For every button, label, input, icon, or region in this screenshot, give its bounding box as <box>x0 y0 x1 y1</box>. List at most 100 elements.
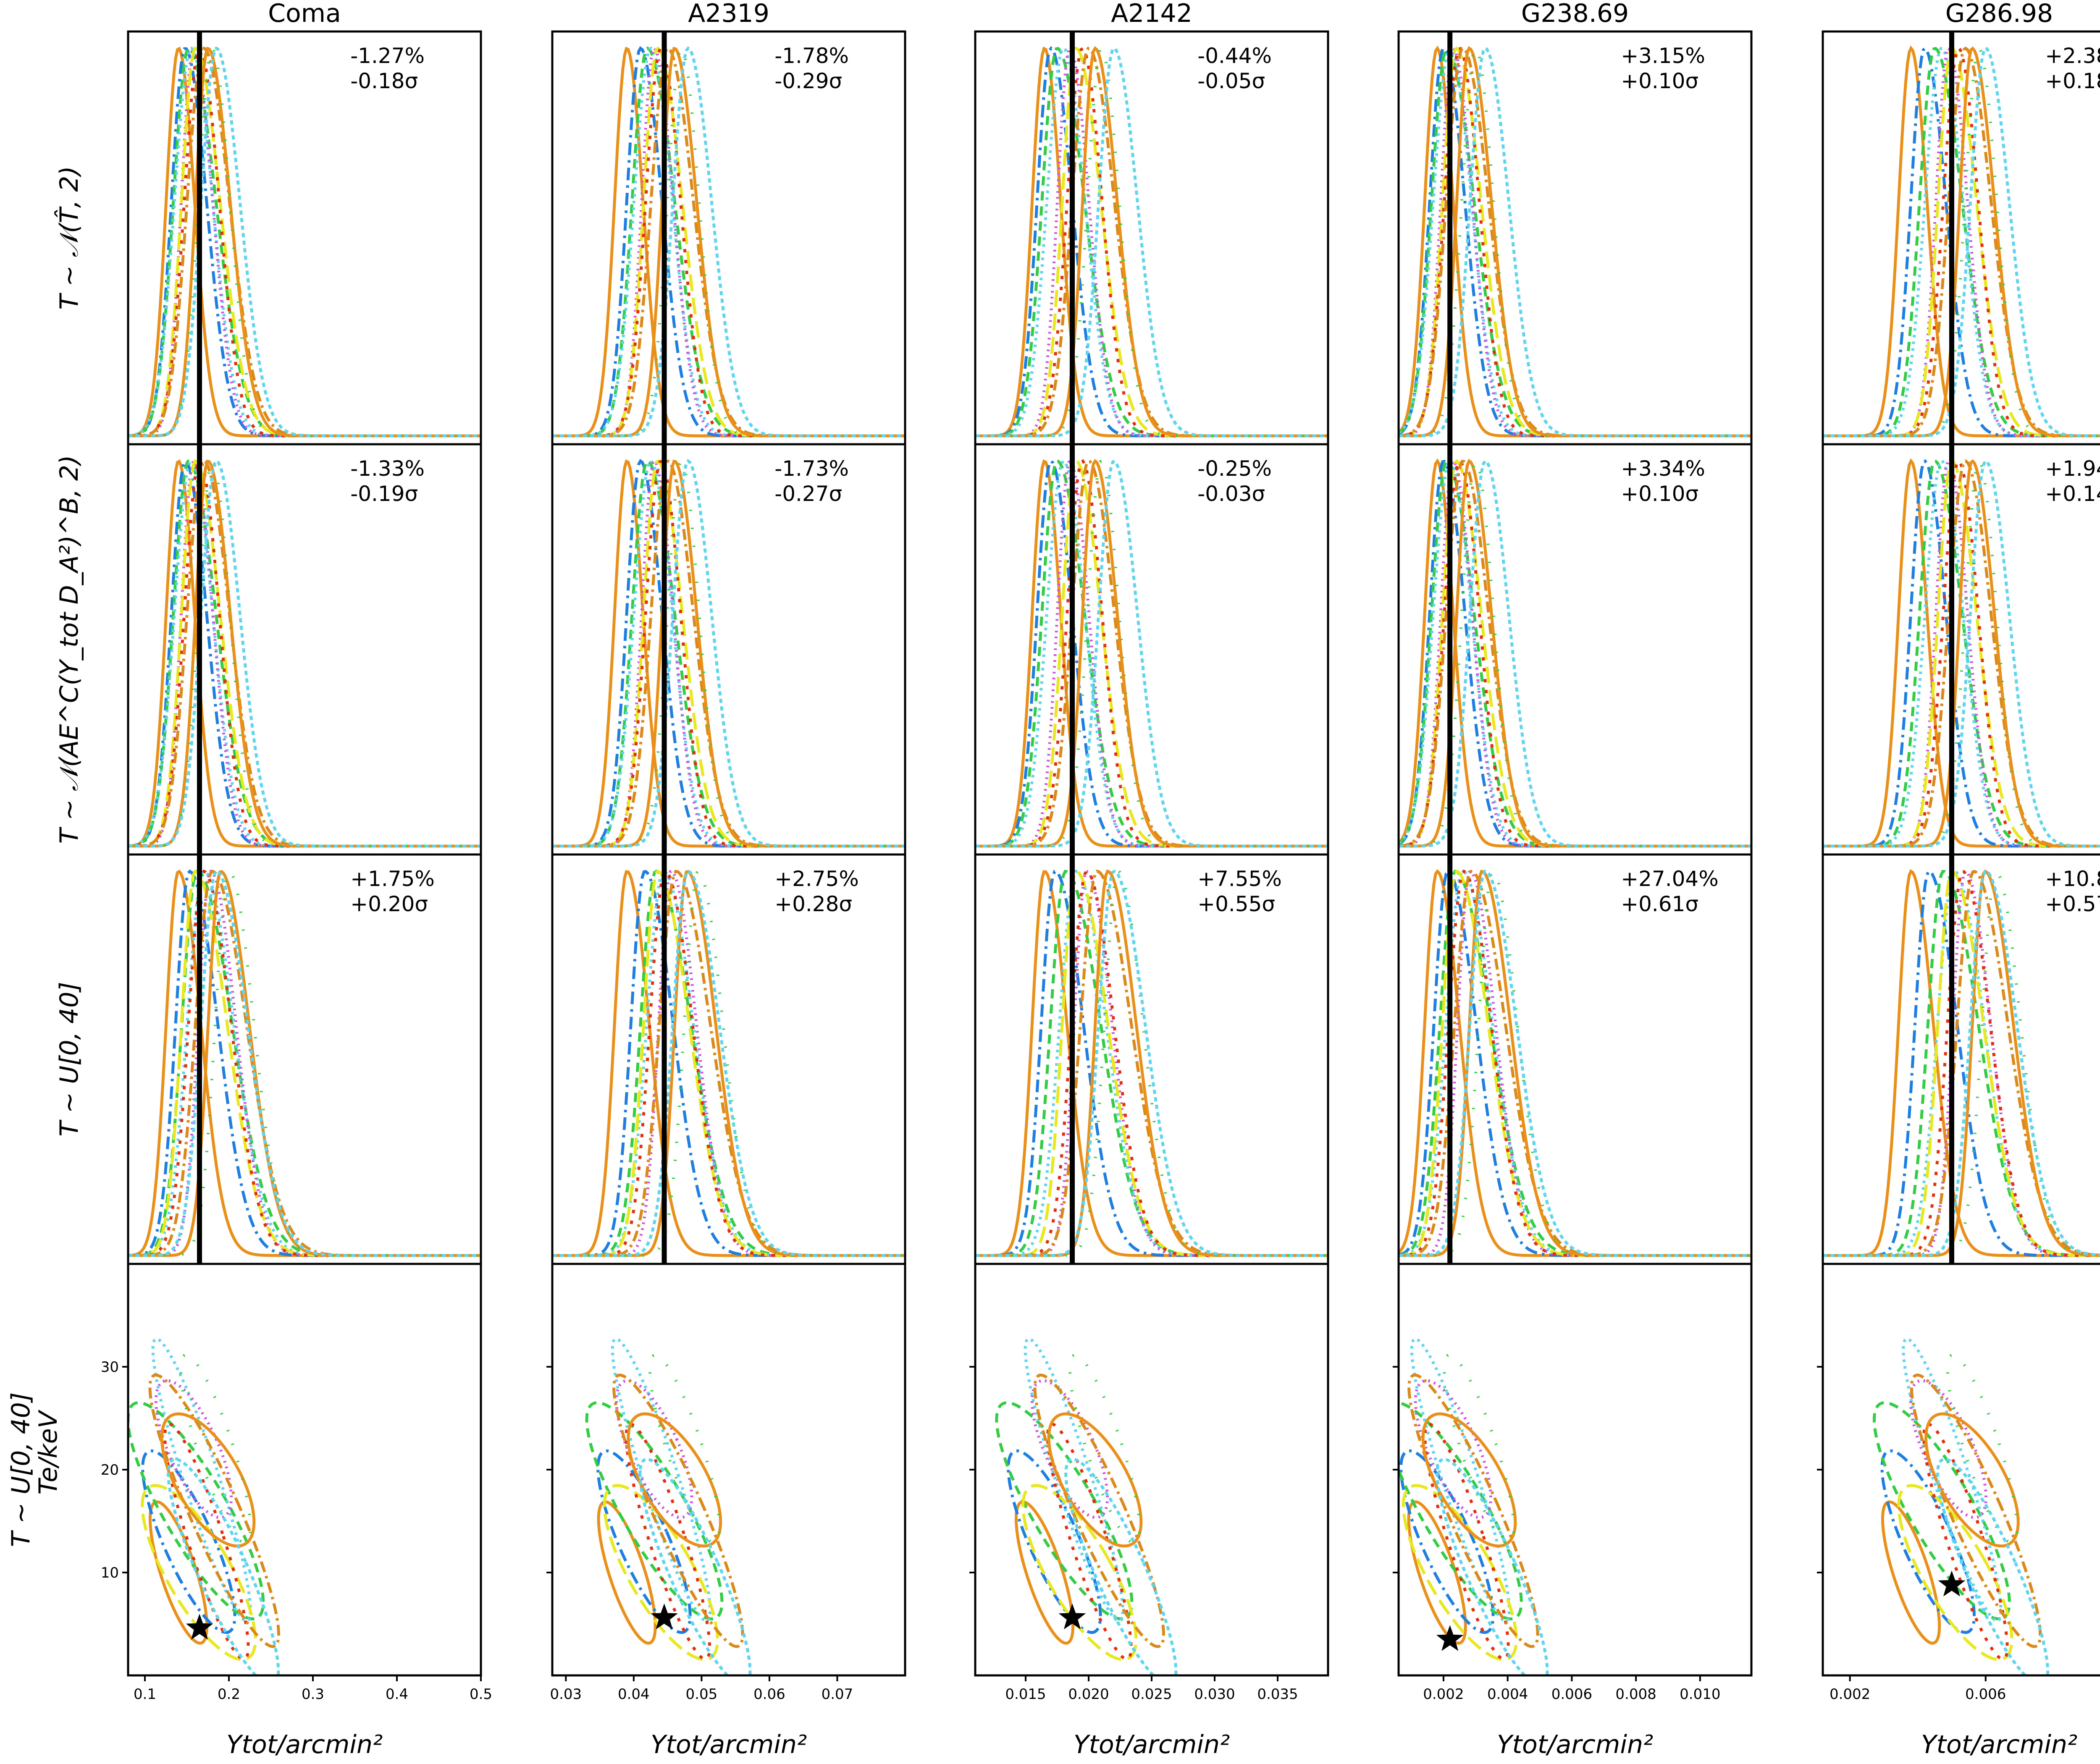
contour <box>1436 1457 1549 1675</box>
posterior-curve <box>552 869 905 1257</box>
panel-frame <box>974 1263 1329 1677</box>
bias-sigma: +0.57σ <box>2045 892 2100 916</box>
posterior-curve <box>552 46 905 438</box>
bias-percent: +2.38% <box>2045 44 2100 68</box>
x-axis-label: Ytot/arcmin² <box>1074 1730 1230 1759</box>
x-tick-label: 0.03 <box>550 1686 582 1703</box>
x-tick-label: 0.3 <box>302 1686 324 1703</box>
contour <box>627 1412 722 1548</box>
bias-sigma: -0.19σ <box>350 482 418 506</box>
panel: -0.44%-0.05σ <box>974 30 1329 446</box>
bias-percent: +1.75% <box>350 867 435 891</box>
posterior-curve <box>552 870 905 1257</box>
posterior-curve <box>1823 47 2100 438</box>
panel: +10.85%+0.57σ <box>1822 853 2100 1265</box>
posterior-curve <box>552 46 905 438</box>
x-tick-label: 0.030 <box>1194 1686 1235 1703</box>
posterior-curve <box>1823 459 2100 848</box>
posterior-curve <box>1399 869 1751 1257</box>
bias-sigma: +0.10σ <box>1621 482 1698 506</box>
contour <box>1407 1373 1539 1648</box>
posterior-curve <box>975 870 1328 1257</box>
x-tick-label: 0.015 <box>1005 1686 1046 1703</box>
panel: 0.002 0.004 0.006 0.008 0.010 Ytot/arcmin² <box>1393 1263 1753 1759</box>
posterior-curve <box>552 870 905 1257</box>
posterior-curve <box>975 47 1328 438</box>
panel-frame <box>551 30 906 446</box>
contour <box>160 1412 256 1548</box>
posterior-curve <box>552 870 905 1257</box>
posterior-curve <box>552 870 905 1257</box>
column-title: Coma <box>268 0 341 28</box>
x-tick-label: 0.05 <box>686 1686 718 1703</box>
contour <box>648 1353 721 1545</box>
bias-percent: -1.27% <box>350 44 425 68</box>
posterior-curve <box>552 459 905 848</box>
panel: +1.75%+0.20σ <box>127 853 482 1265</box>
x-tick-label: 0.006 <box>1551 1686 1592 1703</box>
posterior-curve <box>1823 459 2100 848</box>
bias-sigma: +0.28σ <box>774 892 852 916</box>
posterior-curve <box>1399 46 1751 438</box>
panel: +27.04%+0.61σ <box>1397 853 1753 1265</box>
panel: 0.015 0.020 0.025 0.030 0.035 Ytot/arcmin² <box>969 1263 1329 1759</box>
posterior-curve <box>1823 47 2100 438</box>
posterior-curve <box>552 459 905 848</box>
posterior-curve <box>975 46 1328 438</box>
posterior-curve <box>128 869 481 1257</box>
posterior-curve <box>552 47 905 438</box>
bias-sigma: -0.27σ <box>774 482 842 506</box>
posterior-curve <box>975 459 1328 848</box>
panel: -0.25%-0.03σ <box>974 443 1329 856</box>
posterior-curve <box>552 46 905 438</box>
x-tick-label: 0.4 <box>386 1686 408 1703</box>
x-axis-label: Ytot/arcmin² <box>651 1730 807 1759</box>
posterior-curve <box>128 459 481 848</box>
row-sublabel: Te/keV <box>34 1410 63 1495</box>
true-value-star <box>1058 1603 1086 1630</box>
posterior-curve <box>1823 459 2100 848</box>
contour <box>148 1373 280 1648</box>
bias-percent: +10.85% <box>2045 867 2100 891</box>
x-tick-label: 0.06 <box>753 1686 785 1703</box>
bias-percent: -1.73% <box>774 456 849 481</box>
posterior-curve <box>975 459 1328 848</box>
y-tick-label: 20 <box>101 1462 119 1478</box>
posterior-curve <box>975 870 1328 1257</box>
x-tick-label: 0.1 <box>134 1686 156 1703</box>
panel: +2.38%+0.18σ <box>1822 30 2100 446</box>
row-label: T ∼ 𝒩(T̂, 2) <box>54 166 84 309</box>
bias-percent: -0.25% <box>1197 456 1272 481</box>
x-axis-label: Ytot/arcmin² <box>226 1730 383 1759</box>
contour <box>1021 1484 1138 1661</box>
posterior-curve <box>552 459 905 848</box>
panel: 10 20 30 0.1 0.2 0.3 0.4 0.5 Ytot/arcmin² <box>101 1263 492 1759</box>
panel-frame <box>127 30 482 446</box>
bias-sigma: +0.20σ <box>350 892 428 916</box>
posterior-curve <box>1399 459 1751 848</box>
contour <box>1423 1423 1510 1661</box>
contour <box>1922 1423 2009 1661</box>
posterior-curve <box>552 459 905 848</box>
posterior-curve <box>1823 870 2100 1257</box>
posterior-curve <box>975 869 1328 1257</box>
x-tick-label: 0.025 <box>1131 1686 1172 1703</box>
x-tick-label: 0.04 <box>618 1686 650 1703</box>
x-tick-label: 0.002 <box>1830 1686 1870 1703</box>
contour <box>1399 1401 1523 1620</box>
bias-sigma: +0.55σ <box>1197 892 1275 916</box>
posterior-curve <box>552 870 905 1257</box>
x-axis-label: Ytot/arcmin² <box>1497 1730 1653 1759</box>
contour <box>1902 1337 2003 1622</box>
panel-frame <box>551 443 906 856</box>
posterior-curve <box>975 870 1328 1257</box>
x-tick-label: 0.020 <box>1068 1686 1109 1703</box>
posterior-curve <box>128 870 481 1257</box>
bias-percent: +3.34% <box>1621 456 1705 481</box>
contour <box>1909 1379 1987 1519</box>
panel-frame <box>1822 1263 2100 1677</box>
column-title: G286.98 <box>1945 0 2053 28</box>
bias-sigma: +0.14σ <box>2045 482 2100 506</box>
posterior-curve <box>552 459 905 848</box>
x-tick-label: 0.035 <box>1257 1686 1298 1703</box>
